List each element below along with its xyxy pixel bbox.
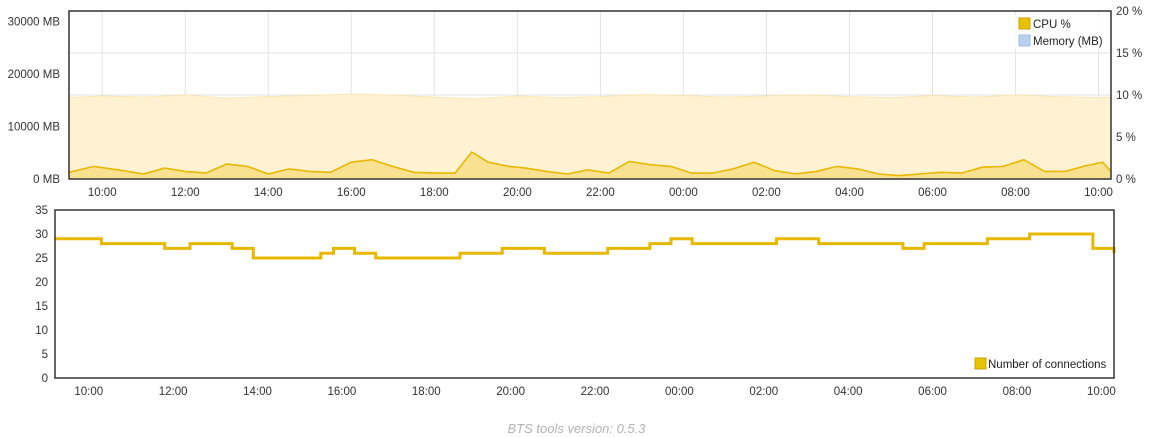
- x-tick-label: 22:00: [586, 187, 615, 199]
- y-tick-label: 30: [35, 229, 48, 241]
- y-tick-label: 5: [42, 349, 48, 361]
- memory-line: [68, 93, 1112, 100]
- right-y-tick-label: 5 %: [1116, 132, 1136, 144]
- x-tick-label: 02:00: [752, 187, 781, 199]
- bottom-chart-legend: Number of connections: [974, 357, 1107, 371]
- x-tick-label: 08:00: [1001, 187, 1030, 199]
- x-tick-label: 00:00: [665, 386, 694, 398]
- legend-swatch-cpu: [1018, 17, 1031, 30]
- x-tick-label: 08:00: [1003, 386, 1032, 398]
- legend-swatch-connections: [974, 357, 987, 370]
- x-tick-label: 16:00: [337, 187, 366, 199]
- x-tick-label: 14:00: [243, 386, 272, 398]
- x-tick-label: 20:00: [496, 386, 525, 398]
- left-y-tick-label: 20000 MB: [8, 69, 61, 81]
- x-tick-label: 22:00: [581, 386, 610, 398]
- x-tick-label: 18:00: [420, 187, 449, 199]
- left-y-tick-label: 10000 MB: [8, 122, 61, 134]
- x-tick-label: 02:00: [749, 386, 778, 398]
- x-tick-label: 10:00: [1087, 386, 1116, 398]
- y-tick-label: 15: [35, 301, 48, 313]
- top-chart-x-axis-ticks: 10:00 12:00 14:00 16:00 18:00 20:00 22:00 00:00…: [88, 187, 1113, 199]
- y-tick-label: 25: [35, 253, 48, 265]
- x-tick-label: 06:00: [918, 386, 947, 398]
- x-tick-label: 10:00: [74, 386, 103, 398]
- x-tick-label: 04:00: [835, 187, 864, 199]
- legend-swatch-memory: [1018, 34, 1031, 47]
- footer-version: BTS tools version: 0.5.3: [507, 421, 646, 436]
- right-y-tick-label: 10 %: [1116, 90, 1142, 102]
- right-y-tick-label: 20 %: [1116, 6, 1142, 18]
- connections-line: [55, 232, 1116, 260]
- legend-label-connections: Number of connections: [988, 359, 1107, 371]
- x-tick-label: 06:00: [918, 187, 947, 199]
- x-tick-label: 10:00: [88, 187, 117, 199]
- y-tick-label: 20: [35, 277, 48, 289]
- x-tick-label: 12:00: [159, 386, 188, 398]
- left-y-tick-label: 30000 MB: [8, 17, 61, 29]
- x-tick-label: 00:00: [669, 187, 698, 199]
- right-y-tick-label: 0 %: [1116, 174, 1136, 186]
- bottom-chart-x-axis-ticks: 10:00 12:00 14:00 16:00 18:00 20:00 22:00 00:00…: [74, 386, 1115, 398]
- top-chart-series: [68, 93, 1112, 179]
- bottom-chart-series: [55, 232, 1116, 260]
- top-chart-legend: CPU % Memory (MB): [1015, 15, 1107, 49]
- right-y-tick-label: 15 %: [1116, 48, 1142, 60]
- top-chart-right-axis-ticks: 20 % 15 % 10 % 5 % 0 %: [1116, 6, 1142, 186]
- x-tick-label: 18:00: [412, 386, 441, 398]
- connections-chart: 35 30 25 20 15 10 5 0 10:00 12:00 14:00 16:00 18:00…: [35, 205, 1116, 398]
- x-tick-label: 04:00: [834, 386, 863, 398]
- bottom-chart-y-axis-ticks: 35 30 25 20 15 10 5 0: [35, 205, 48, 385]
- y-tick-label: 35: [35, 205, 48, 217]
- x-tick-label: 14:00: [254, 187, 283, 199]
- memory-area: [69, 94, 1111, 179]
- x-tick-label: 16:00: [328, 386, 357, 398]
- legend-label-cpu: CPU %: [1033, 19, 1071, 31]
- bottom-chart-frame: [54, 209, 1115, 379]
- x-tick-label: 12:00: [171, 187, 200, 199]
- top-chart-left-axis-ticks: 30000 MB 20000 MB 10000 MB 0 MB: [8, 17, 61, 187]
- legend-label-memory: Memory (MB): [1033, 36, 1103, 48]
- cpu-line: [68, 151, 1112, 177]
- cpu-memory-chart: 30000 MB 20000 MB 10000 MB 0 MB 20 % 15 % 10 …: [8, 6, 1143, 199]
- top-chart-frame: [68, 10, 1112, 180]
- y-tick-label: 10: [35, 325, 48, 337]
- left-y-tick-label: 0 MB: [33, 174, 60, 186]
- x-tick-label: 10:00: [1084, 187, 1113, 199]
- y-tick-label: 0: [42, 373, 48, 385]
- x-tick-label: 20:00: [503, 187, 532, 199]
